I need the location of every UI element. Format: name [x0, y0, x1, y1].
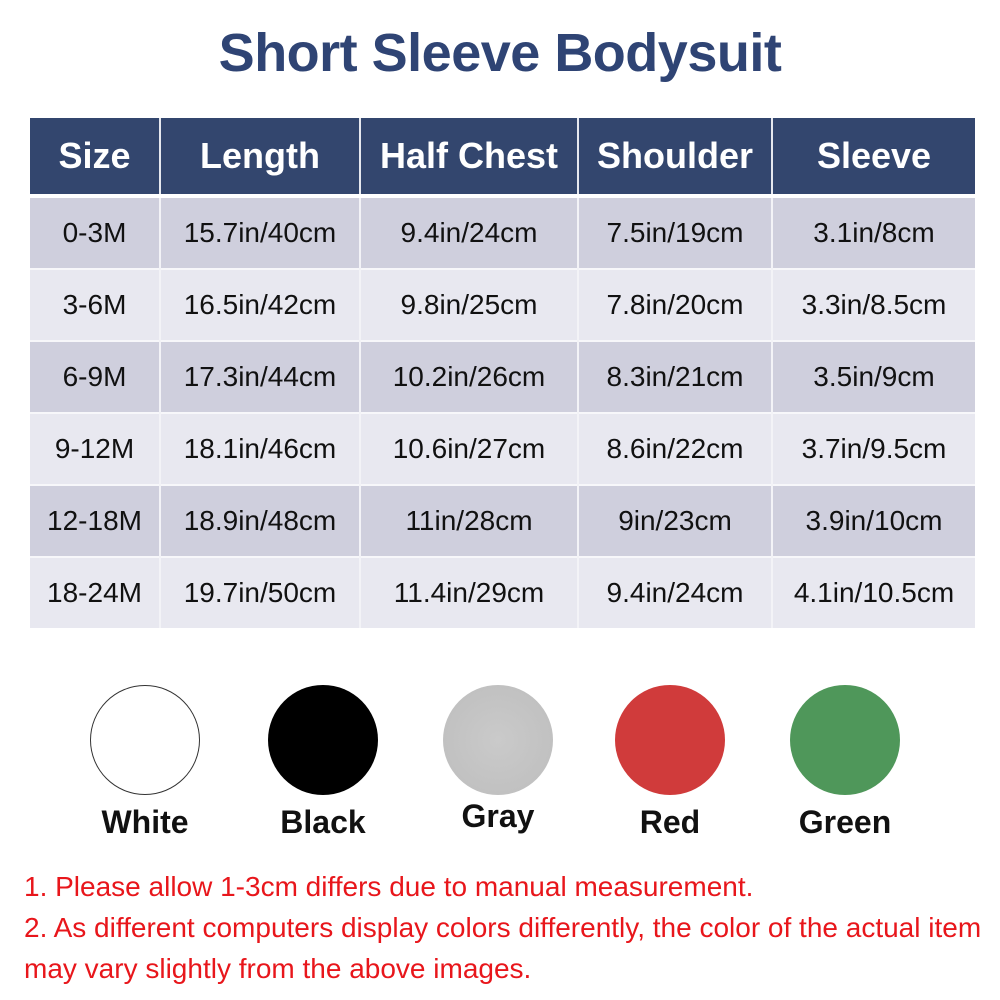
color-label: White	[101, 804, 189, 840]
table-cell: 19.7in/50cm	[159, 556, 360, 628]
table-row: 0-3M 15.7in/40cm 9.4in/24cm 7.5in/19cm 3.1in…	[30, 195, 975, 269]
table-cell: 4.1in/10.5cm	[771, 556, 975, 628]
color-swatch-black	[268, 685, 378, 795]
table-cell: 9.4in/24cm	[359, 195, 578, 269]
table-cell: 8.3in/21cm	[577, 340, 772, 413]
color-swatch-white	[90, 685, 200, 795]
size-chart-table: Size Length Half Chest Shoulder Sleeve 0-3M 1…	[30, 118, 975, 628]
column-header: Length	[159, 118, 360, 198]
table-cell: 11.4in/29cm	[359, 556, 578, 628]
table-cell: 8.6in/22cm	[577, 412, 772, 485]
column-header: Half Chest	[359, 118, 578, 198]
table-cell: 3.7in/9.5cm	[771, 412, 975, 485]
table-cell: 3.5in/9cm	[771, 340, 975, 413]
column-header: Sleeve	[771, 118, 975, 198]
table-header-row: Size Length Half Chest Shoulder Sleeve	[30, 118, 975, 198]
color-swatch-green	[790, 685, 900, 795]
table-row: 9-12M 18.1in/46cm 10.6in/27cm 8.6in/22cm 3.7…	[30, 412, 975, 485]
table-cell: 9.4in/24cm	[577, 556, 772, 628]
color-label: Gray	[461, 798, 535, 834]
note-1: 1. Please allow 1-3cm differs due to man…	[24, 871, 754, 902]
table-cell: 12-18M	[30, 484, 160, 557]
table-row: 6-9M 17.3in/44cm 10.2in/26cm 8.3in/21cm 3.5i…	[30, 340, 975, 413]
color-label: Green	[798, 804, 892, 840]
table-cell: 7.5in/19cm	[577, 195, 772, 269]
table-cell: 3-6M	[30, 268, 160, 341]
table-cell: 17.3in/44cm	[159, 340, 360, 413]
table-cell: 15.7in/40cm	[159, 195, 360, 269]
color-label: Red	[639, 804, 701, 840]
color-swatch-red	[615, 685, 725, 795]
table-cell: 10.2in/26cm	[359, 340, 578, 413]
table-cell: 18-24M	[30, 556, 160, 628]
table-cell: 3.1in/8cm	[771, 195, 975, 269]
column-header: Shoulder	[577, 118, 772, 198]
table-cell: 18.1in/46cm	[159, 412, 360, 485]
table-cell: 16.5in/42cm	[159, 268, 360, 341]
color-swatch-gray	[443, 685, 553, 795]
notes: 1. Please allow 1-3cm differs due to man…	[24, 866, 984, 989]
table-cell: 0-3M	[30, 195, 160, 269]
page-title: Short Sleeve Bodysuit	[218, 23, 782, 83]
table-cell: 6-9M	[30, 340, 160, 413]
table-cell: 9-12M	[30, 412, 160, 485]
table-row: 12-18M 18.9in/48cm 11in/28cm 9in/23cm 3.9in/…	[30, 484, 975, 557]
note-2: 2. As different computers display colors…	[24, 912, 982, 984]
color-label: Black	[280, 804, 366, 840]
table-row: 18-24M 19.7in/50cm 11.4in/29cm 9.4in/24cm 4.…	[30, 556, 975, 628]
table-row: 3-6M 16.5in/42cm 9.8in/25cm 7.8in/20cm 3.3in…	[30, 268, 975, 341]
table-cell: 18.9in/48cm	[159, 484, 360, 557]
table-cell: 7.8in/20cm	[577, 268, 772, 341]
table-cell: 10.6in/27cm	[359, 412, 578, 485]
table-cell: 3.9in/10cm	[771, 484, 975, 557]
column-header: Size	[30, 118, 160, 198]
table-cell: 9in/23cm	[577, 484, 772, 557]
table-cell: 3.3in/8.5cm	[771, 268, 975, 341]
table-cell: 9.8in/25cm	[359, 268, 578, 341]
table-cell: 11in/28cm	[359, 484, 578, 557]
